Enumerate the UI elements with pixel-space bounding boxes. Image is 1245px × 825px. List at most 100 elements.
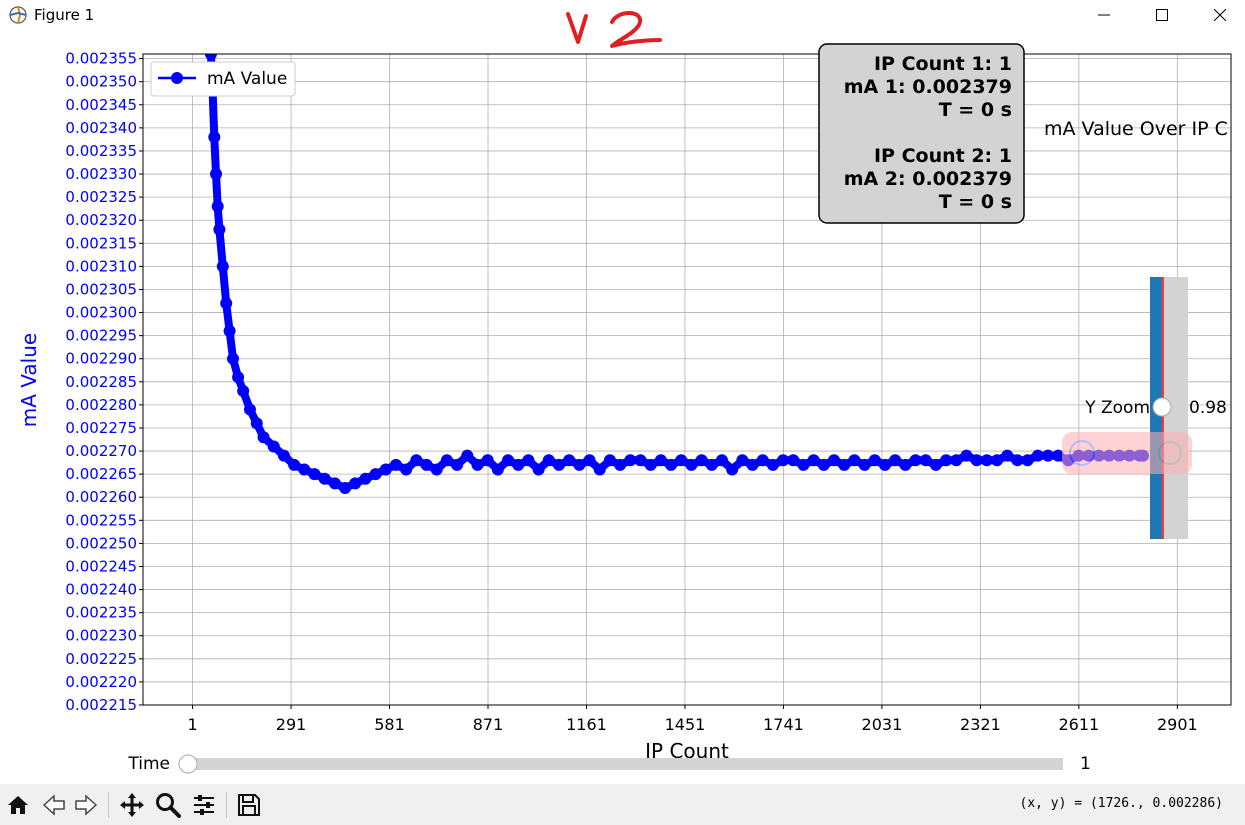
series-point xyxy=(430,463,443,476)
time-slider-handle[interactable] xyxy=(178,754,198,774)
plot-area-frame xyxy=(142,53,1232,706)
time-slider-track xyxy=(188,758,1063,770)
y-tick-label: 0.002335 xyxy=(65,142,137,160)
x-tick-label: 2321 xyxy=(960,715,1001,734)
series-point xyxy=(685,458,698,471)
home-button[interactable] xyxy=(2,789,34,821)
series-point xyxy=(817,458,830,471)
y-tick-label: 0.002270 xyxy=(65,442,137,460)
time-slider[interactable]: Time 1 xyxy=(127,754,1090,774)
series-point xyxy=(491,463,504,476)
series-point xyxy=(359,472,372,485)
series-point xyxy=(298,463,311,476)
series-point xyxy=(675,454,688,467)
series-point xyxy=(1041,449,1054,462)
y-tick-label: 0.002310 xyxy=(65,257,137,275)
series-point xyxy=(929,458,942,471)
series-point xyxy=(216,260,229,273)
series-point xyxy=(899,458,912,471)
series-point xyxy=(614,458,627,471)
series-point xyxy=(756,454,769,467)
time-slider-label: Time xyxy=(127,754,170,774)
series-point xyxy=(369,468,382,481)
series-point xyxy=(746,458,759,471)
grid-lines xyxy=(143,54,1231,706)
series-point xyxy=(522,454,535,467)
series-point xyxy=(481,454,494,467)
series-point xyxy=(777,454,790,467)
x-tick-label: 2611 xyxy=(1059,715,1100,734)
series-point xyxy=(389,458,402,471)
forward-button[interactable] xyxy=(70,789,102,821)
pan-button[interactable] xyxy=(116,789,148,821)
series-point xyxy=(573,458,586,471)
series-point xyxy=(223,325,236,338)
y-tick-label: 0.002285 xyxy=(65,373,137,391)
y-tick-label: 0.002220 xyxy=(65,673,137,691)
series-point xyxy=(471,458,484,471)
overlay-search-icon xyxy=(1158,441,1182,465)
series-point xyxy=(542,454,555,467)
y-zoom-slider[interactable]: Y Zoom 0.98 xyxy=(1084,277,1227,539)
time-slider-value: 1 xyxy=(1080,754,1091,774)
series-point xyxy=(695,454,708,467)
series-point xyxy=(940,454,953,467)
series-point xyxy=(848,454,861,467)
x-tick-label: 1161 xyxy=(566,715,607,734)
series-point xyxy=(726,463,739,476)
series-point xyxy=(960,449,973,462)
series-point xyxy=(878,458,891,471)
x-tick-label: 2901 xyxy=(1157,715,1198,734)
x-tick-label: 291 xyxy=(276,715,307,734)
legend-label: mA Value xyxy=(207,69,287,89)
series-point xyxy=(634,454,647,467)
series-point xyxy=(1031,449,1044,462)
info-box-line: mA 1: 0.002379 xyxy=(844,76,1012,98)
series-point xyxy=(339,482,352,494)
configure-subplots-button[interactable] xyxy=(188,789,220,821)
series-point xyxy=(502,454,515,467)
series-point xyxy=(603,454,616,467)
y-tick-label: 0.002330 xyxy=(65,165,137,183)
info-box-frame xyxy=(818,43,1025,224)
maximize-button[interactable] xyxy=(1133,0,1191,30)
y-tick-label: 0.002275 xyxy=(65,419,137,437)
y-tick-label: 0.002315 xyxy=(65,234,137,252)
back-button[interactable] xyxy=(38,789,70,821)
configure-subplots-icon xyxy=(194,795,214,815)
x-tick-label: 2031 xyxy=(862,715,903,734)
y-tick-label: 0.002235 xyxy=(65,604,137,622)
y-tick-label: 0.002340 xyxy=(65,119,137,137)
series-point xyxy=(797,458,810,471)
zoom-button[interactable] xyxy=(152,789,184,821)
y-tick-label: 0.002255 xyxy=(65,511,137,529)
series-point xyxy=(237,385,250,398)
minimize-button[interactable] xyxy=(1075,0,1133,30)
overlay-icon-left xyxy=(1069,440,1095,466)
series-point xyxy=(970,454,983,467)
series-point xyxy=(807,454,820,467)
y-tick-label: 0.002345 xyxy=(65,96,137,114)
info-box-line: IP Count 2: 1 xyxy=(874,145,1012,167)
y-zoom-handle[interactable] xyxy=(1152,397,1172,417)
series-point xyxy=(257,431,270,444)
y-zoom-label: Y Zoom xyxy=(1084,398,1150,418)
close-button[interactable] xyxy=(1191,0,1245,30)
save-icon xyxy=(238,794,260,816)
series-point xyxy=(1021,454,1034,467)
y-tick-labels: 0.002355 0.002350 0.002345 0.002340 0.002335… xyxy=(65,50,143,714)
y-tick-label: 0.002300 xyxy=(65,304,137,322)
y-tick-label: 0.002240 xyxy=(65,581,137,599)
minimize-icon xyxy=(1098,14,1110,16)
overlay-pill xyxy=(1062,432,1192,474)
toolbar-separator xyxy=(108,792,109,818)
maximize-icon xyxy=(1156,9,1168,21)
save-button[interactable] xyxy=(233,789,265,821)
series-point xyxy=(379,463,392,476)
y-tick-label: 0.002230 xyxy=(65,627,137,645)
x-tick-label: 1 xyxy=(187,715,197,734)
series-point xyxy=(980,454,993,467)
series-point xyxy=(267,440,280,453)
